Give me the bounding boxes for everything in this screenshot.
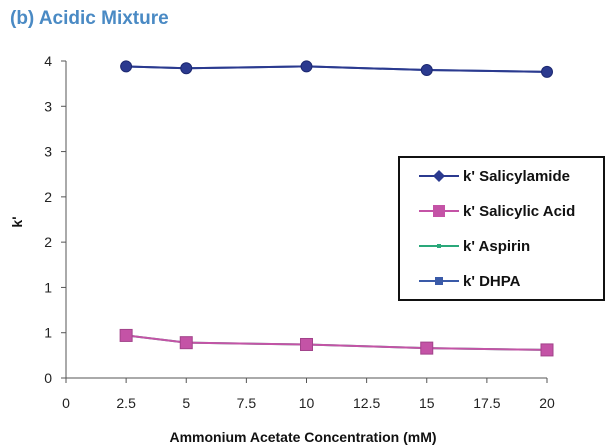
x-tick-label: 5 [182, 395, 190, 411]
series-layer [119, 60, 554, 357]
x-tick-label: 10 [299, 395, 315, 411]
legend-label: k' Salicylic Acid [463, 203, 575, 220]
series-1 [119, 328, 554, 357]
legend-square-marker [433, 205, 445, 217]
legend-diamond-marker [433, 170, 445, 182]
x-tick-label: 12.5 [353, 395, 380, 411]
y-tick-label: 2 [44, 189, 52, 205]
y-axis-title: k' [9, 216, 25, 227]
legend: k' Salicylamide k' Salicylic Acid k' Aspir… [398, 156, 605, 301]
data-point [120, 60, 133, 73]
y-tick-label: 2 [44, 234, 52, 250]
data-point [540, 343, 554, 357]
data-point [420, 341, 434, 355]
x-axis-title: Ammonium Acetate Concentration (mM) [169, 429, 436, 445]
x-tick-label: 0 [62, 395, 70, 411]
legend-square-marker [435, 277, 443, 285]
series-0 [120, 60, 553, 78]
legend-dot-marker [437, 244, 441, 248]
x-tick-label: 20 [539, 395, 555, 411]
legend-box [398, 156, 605, 301]
x-tick-label: 17.5 [473, 395, 500, 411]
data-point [180, 62, 193, 75]
data-point [420, 64, 433, 77]
x-tick-label: 15 [419, 395, 435, 411]
chart-title: (b) Acidic Mixture [10, 8, 169, 29]
legend-label: k' Salicylamide [463, 168, 570, 185]
y-tick-label: 0 [44, 370, 52, 386]
y-tick-label: 1 [44, 279, 52, 295]
legend-label: k' DHPA [463, 273, 521, 290]
data-point [119, 328, 133, 342]
data-point [541, 65, 553, 78]
y-tick-label: 1 [44, 325, 52, 341]
data-point [179, 336, 193, 350]
y-tick-label: 4 [44, 53, 52, 69]
y-tick-label: 3 [44, 144, 52, 160]
x-tick-label: 2.5 [116, 395, 136, 411]
legend-label: k' Aspirin [463, 238, 530, 255]
data-point [300, 60, 313, 73]
x-tick-label: 7.5 [237, 395, 257, 411]
y-tick-label: 3 [44, 98, 52, 114]
data-point [300, 337, 313, 351]
axes: 0 1 1 2 2 3 3 4 0 2.5 5 7.5 10 12.5 15 17.5 20 Ammonium A… [9, 53, 555, 445]
